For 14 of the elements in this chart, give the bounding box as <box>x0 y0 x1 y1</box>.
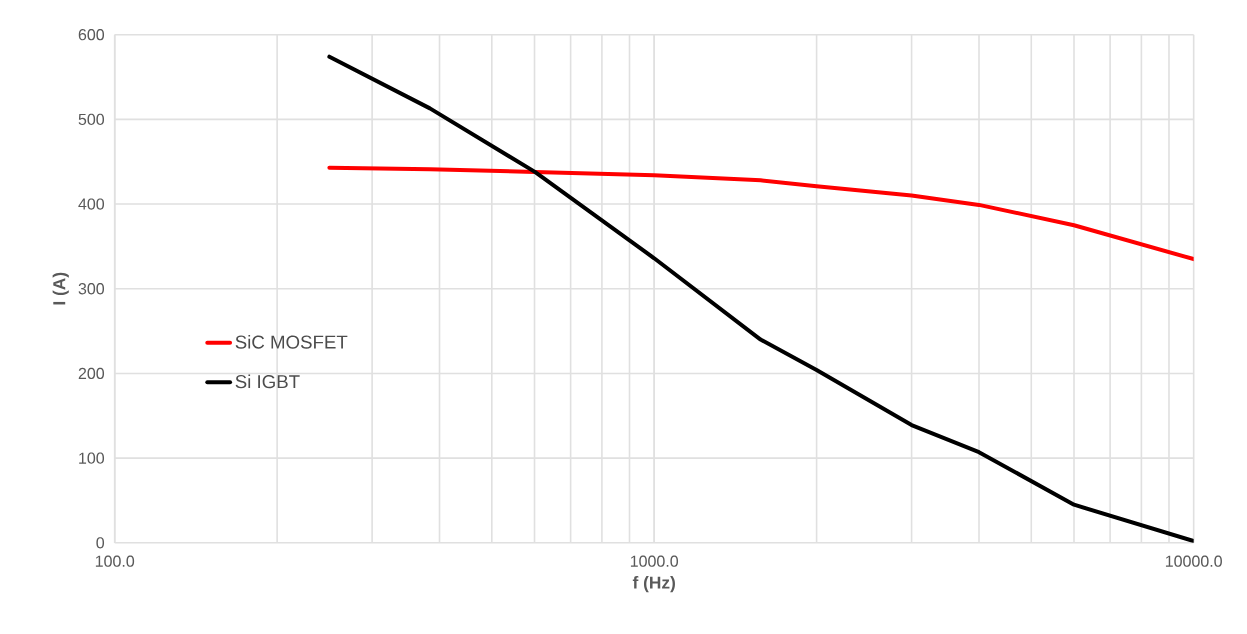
x-axis-title: f (Hz) <box>632 576 675 593</box>
x-tick-label: 10000.0 <box>1165 555 1222 568</box>
y-tick-label: 500 <box>78 113 105 126</box>
y-tick-label: 100 <box>79 452 105 465</box>
y-tick-label: 0 <box>96 537 105 549</box>
x-tick-label: 100.0 <box>95 555 135 568</box>
y-tick-label: 300 <box>78 283 105 295</box>
y-tick-label: 200 <box>78 368 105 380</box>
y-tick-label: 400 <box>78 198 105 210</box>
y-axis-title: I (A) <box>52 273 69 305</box>
legend-label: Si IGBT <box>235 374 300 389</box>
y-tick-label: 600 <box>78 29 105 41</box>
x-tick-label: 1000.0 <box>630 555 679 568</box>
legend-label: SiC MOSFET <box>235 335 348 349</box>
